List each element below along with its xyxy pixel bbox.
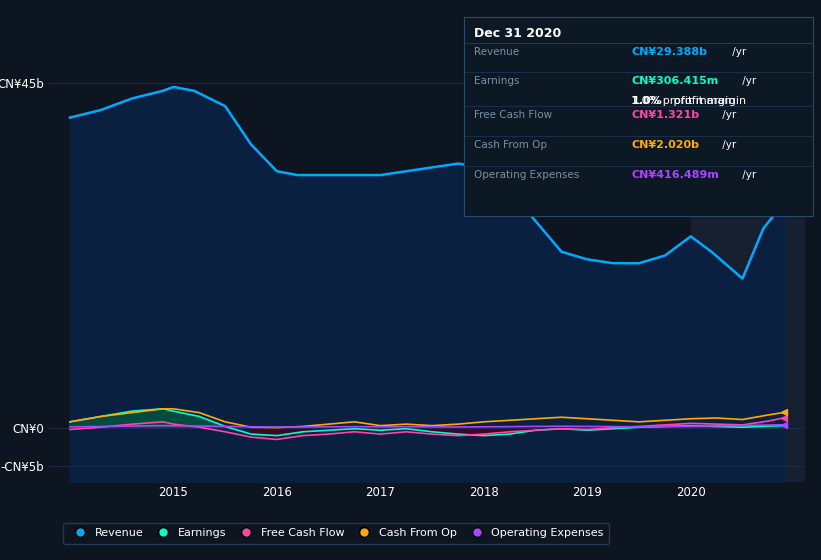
- Text: CN¥416.489m: CN¥416.489m: [631, 170, 719, 180]
- Text: /yr: /yr: [719, 110, 736, 120]
- Text: Cash From Op: Cash From Op: [475, 140, 548, 150]
- Text: Earnings: Earnings: [475, 76, 520, 86]
- Text: CN¥306.415m: CN¥306.415m: [631, 76, 718, 86]
- Bar: [690, 45, 805, 482]
- Text: /yr: /yr: [719, 140, 736, 150]
- Text: /yr: /yr: [739, 170, 756, 180]
- Text: profit margin: profit margin: [671, 96, 746, 106]
- Text: CN¥2.020b: CN¥2.020b: [631, 140, 699, 150]
- Text: Revenue: Revenue: [475, 46, 520, 57]
- Text: CN¥1.321b: CN¥1.321b: [631, 110, 699, 120]
- Text: Free Cash Flow: Free Cash Flow: [475, 110, 553, 120]
- Text: CN¥29.388b: CN¥29.388b: [631, 46, 708, 57]
- Legend: Revenue, Earnings, Free Cash Flow, Cash From Op, Operating Expenses: Revenue, Earnings, Free Cash Flow, Cash …: [63, 522, 609, 544]
- Text: 1.0% profit margin: 1.0% profit margin: [631, 96, 736, 106]
- Text: Dec 31 2020: Dec 31 2020: [475, 27, 562, 40]
- Text: 1.0%: 1.0%: [631, 96, 662, 106]
- Text: /yr: /yr: [729, 46, 746, 57]
- Text: Operating Expenses: Operating Expenses: [475, 170, 580, 180]
- Text: /yr: /yr: [739, 76, 756, 86]
